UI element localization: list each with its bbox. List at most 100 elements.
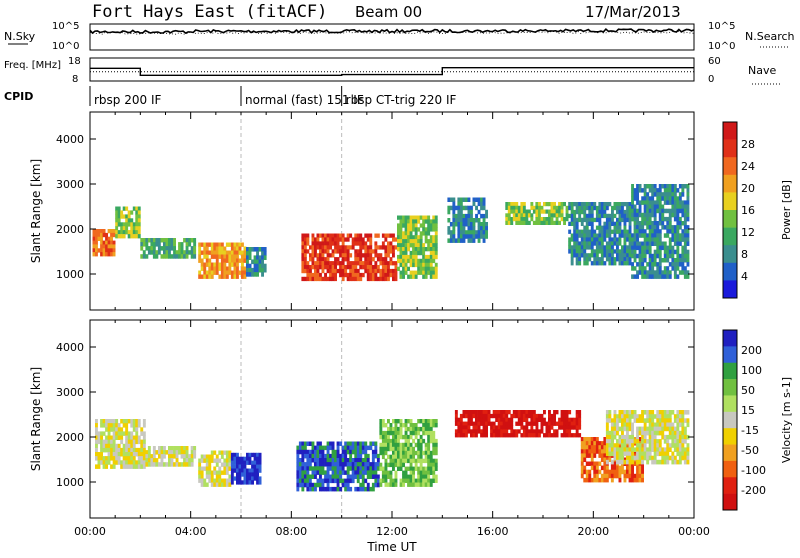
colorbar-tick-4: -15	[741, 424, 759, 437]
data-cell	[613, 434, 617, 440]
data-cell	[424, 466, 428, 471]
data-cell	[653, 253, 657, 259]
data-cell	[621, 430, 624, 436]
data-cell	[238, 456, 242, 461]
data-cell	[369, 245, 373, 250]
data-cell	[578, 433, 582, 438]
data-cell	[220, 450, 224, 455]
data-cell	[507, 220, 511, 225]
data-cell	[256, 259, 259, 265]
data-cell	[656, 439, 660, 444]
data-cell	[402, 446, 405, 452]
data-cell	[621, 209, 624, 215]
data-cell	[402, 219, 405, 224]
data-cell	[683, 245, 687, 251]
data-cell	[185, 254, 189, 259]
data-cell	[334, 474, 337, 479]
data-cell	[412, 450, 415, 456]
data-cell	[210, 242, 214, 247]
data-cell	[321, 241, 325, 246]
data-cell	[424, 274, 428, 279]
data-cell	[399, 235, 403, 240]
data-cell	[623, 434, 627, 440]
data-cell	[671, 426, 675, 432]
data-cell	[424, 474, 428, 479]
data-cell	[379, 253, 383, 258]
data-cell	[422, 219, 426, 224]
data-cell	[424, 419, 428, 424]
data-cell	[668, 196, 672, 201]
data-cell	[633, 233, 637, 238]
data-cell	[359, 261, 363, 266]
data-cell	[203, 482, 207, 487]
data-cell	[477, 421, 481, 426]
data-cell	[392, 253, 395, 258]
data-cell	[175, 254, 179, 259]
data-cell	[100, 240, 103, 245]
data-cell	[220, 254, 224, 259]
data-cell	[359, 482, 363, 488]
data-cell	[424, 247, 428, 252]
data-cell	[593, 465, 597, 471]
data-cell	[324, 233, 327, 238]
data-cell	[621, 426, 624, 432]
data-cell	[686, 196, 690, 201]
data-cell	[414, 215, 418, 220]
data-cell	[389, 462, 393, 468]
data-cell	[306, 462, 310, 467]
data-cell	[414, 235, 418, 240]
data-cell	[578, 229, 582, 234]
data-cell	[344, 257, 348, 262]
data-cell	[588, 245, 592, 250]
data-cell	[673, 455, 677, 461]
data-cell	[344, 478, 348, 484]
data-cell	[414, 478, 418, 483]
data-cell	[220, 270, 224, 275]
data-cell	[548, 429, 551, 434]
data-cell	[306, 470, 310, 475]
data-cell	[477, 413, 481, 419]
data-cell	[147, 454, 151, 459]
data-cell	[409, 223, 413, 228]
data-cell	[429, 482, 433, 487]
data-cell	[392, 272, 395, 278]
data-cell	[465, 425, 468, 430]
data-cell	[500, 417, 504, 422]
data-cell	[676, 253, 680, 259]
data-cell	[296, 470, 300, 475]
data-cell	[387, 454, 390, 460]
data-cell	[399, 462, 403, 468]
data-cell	[225, 254, 229, 259]
data-cell	[658, 426, 662, 432]
data-cell	[319, 257, 322, 262]
data-cell	[374, 474, 378, 479]
data-cell	[407, 254, 410, 260]
data-cell	[641, 225, 645, 230]
data-cell	[492, 421, 496, 426]
data-cell	[565, 433, 569, 438]
data-cell	[628, 257, 632, 262]
data-cell	[379, 419, 383, 424]
data-cell	[316, 245, 320, 250]
data-cell	[412, 454, 415, 460]
data-cell	[633, 221, 637, 226]
data-cell	[394, 462, 398, 468]
data-cell	[389, 482, 393, 487]
data-cell	[225, 258, 229, 263]
data-cell	[676, 410, 680, 415]
data-cell	[200, 466, 204, 471]
data-cell	[543, 220, 546, 225]
data-cell	[505, 213, 509, 218]
data-cell	[618, 439, 622, 444]
data-cell	[422, 223, 426, 228]
data-cell	[605, 451, 609, 457]
data-cell	[573, 253, 577, 258]
data-cell	[432, 266, 436, 271]
data-cell	[613, 469, 617, 475]
data-cell	[485, 421, 488, 426]
data-cell	[321, 478, 325, 484]
data-cell	[648, 443, 652, 448]
data-cell	[482, 425, 486, 430]
data-cell	[636, 443, 639, 448]
data-cell	[210, 270, 214, 275]
